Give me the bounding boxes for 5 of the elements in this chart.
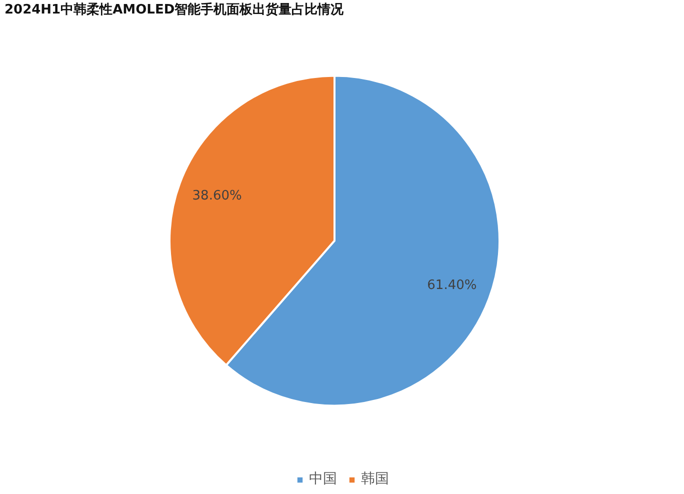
data-label: 38.60% [192, 188, 242, 204]
legend-label: 韩国 [361, 470, 389, 488]
data-label: 61.40% [427, 278, 477, 294]
legend-label: 中国 [309, 470, 337, 488]
chart-title: 2024H1中韩柔性AMOLED智能手机面板出货量占比情况 [4, 2, 345, 18]
